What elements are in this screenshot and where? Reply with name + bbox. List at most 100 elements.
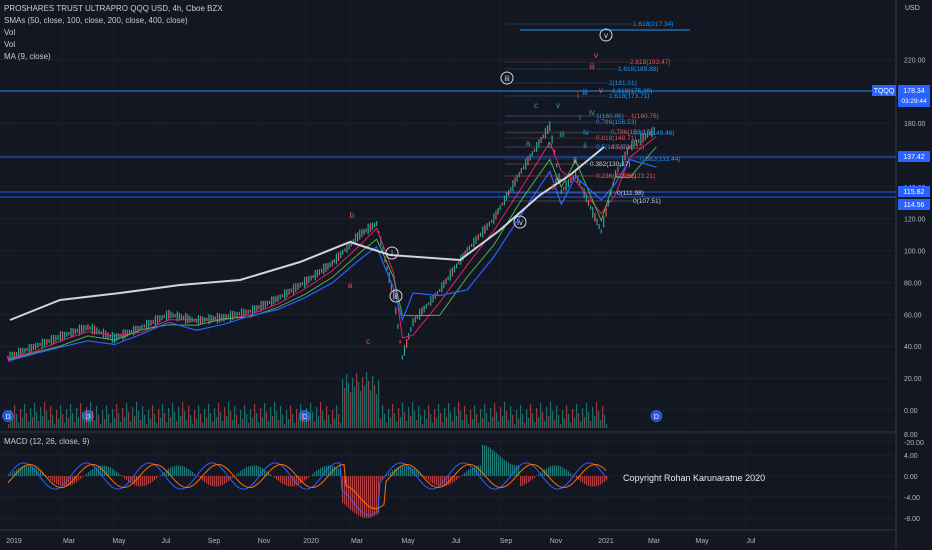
macd-histogram-bar	[138, 476, 140, 487]
volume-bar	[108, 414, 110, 428]
volume-bar	[326, 406, 328, 428]
macd-histogram-bar	[246, 467, 248, 476]
volume-bar	[182, 402, 184, 428]
volume-bar	[456, 416, 458, 428]
macd-histogram-bar	[110, 467, 112, 476]
volume-bar	[112, 409, 114, 428]
fib-level-label: 0.236(123.21)	[615, 173, 655, 180]
macd-histogram-bar	[538, 474, 540, 476]
volume-bar	[198, 405, 200, 428]
macd-histogram-bar	[428, 476, 430, 481]
volume-bar	[552, 411, 554, 428]
macd-histogram-bar	[566, 469, 568, 476]
macd-label[interactable]: MACD (12, 26, close, 9)	[4, 437, 90, 446]
price-tick-label: 80.00	[904, 280, 922, 287]
volume-bar	[578, 413, 580, 428]
volume-bar	[452, 421, 454, 428]
volume-bar	[516, 410, 518, 428]
volume-bar	[138, 411, 140, 428]
volume-bar	[606, 424, 608, 428]
volume-bar	[582, 408, 584, 428]
price-tick-label: 60.00	[904, 312, 922, 319]
macd-histogram-bar	[388, 473, 390, 476]
macd-histogram-bar	[38, 469, 40, 476]
macd-histogram-bar	[350, 476, 352, 510]
macd-histogram-bar	[220, 476, 222, 486]
macd-histogram-bar	[504, 459, 506, 476]
volume-bar	[426, 419, 428, 428]
time-tick-label: Jul	[162, 538, 171, 545]
macd-histogram-bar	[552, 465, 554, 476]
volume-bar	[348, 383, 350, 428]
volume-bar	[496, 412, 498, 428]
volume-bar	[390, 418, 392, 428]
volume-bar	[86, 407, 88, 428]
fib-level-label: 0.236(123.53)	[596, 173, 636, 180]
sma-indicator-label[interactable]: SMAs (50, close, 100, close, 200, close,…	[4, 16, 188, 25]
vol-indicator-label[interactable]: Vol	[4, 28, 16, 37]
volume-bar	[502, 416, 504, 428]
volume-bar	[500, 407, 502, 428]
volume-bar	[208, 404, 210, 428]
price-tick-label: 220.00	[904, 57, 926, 64]
volume-bar	[308, 417, 310, 428]
volume-bar	[598, 411, 600, 428]
macd-histogram-bar	[322, 466, 324, 476]
volume-bar	[292, 414, 294, 428]
time-tick-label: Nov	[258, 538, 271, 545]
macd-histogram-bar	[430, 476, 432, 483]
macd-histogram-bar	[446, 476, 448, 486]
macd-histogram-bar	[218, 476, 220, 487]
macd-tick-label: 8.00	[904, 432, 918, 439]
level-price-tag	[898, 199, 930, 210]
macd-histogram-bar	[554, 465, 556, 476]
dividend-marker-label: D	[654, 414, 659, 421]
price-tick-label: 100.00	[904, 249, 926, 256]
wave-label: ii	[394, 292, 398, 301]
macd-histogram-bar	[230, 476, 232, 480]
volume-bar	[356, 373, 358, 428]
volume-bar	[32, 417, 34, 428]
macd-histogram-bar	[418, 471, 420, 476]
volume-bar	[218, 403, 220, 428]
volume-bar	[232, 420, 234, 428]
time-tick-label: Sep	[208, 538, 221, 545]
macd-histogram-bar	[258, 466, 260, 476]
macd-histogram-bar	[368, 476, 370, 518]
wave-label: ii	[573, 156, 577, 165]
wave-label: iii	[589, 62, 595, 71]
volume-bar	[166, 422, 168, 428]
macd-histogram-bar	[440, 476, 442, 487]
macd-histogram-bar	[406, 465, 408, 476]
macd-histogram-bar	[48, 476, 50, 479]
time-tick-label: Jul	[452, 538, 461, 545]
time-tick-label: May	[401, 538, 415, 545]
macd-histogram-bar	[330, 465, 332, 476]
volume-bar	[230, 411, 232, 428]
macd-histogram-bar	[590, 476, 592, 487]
macd-histogram-bar	[62, 476, 64, 487]
volume-bar	[464, 406, 466, 428]
macd-histogram-bar	[592, 476, 594, 487]
macd-histogram-bar	[556, 465, 558, 476]
ma-indicator-label[interactable]: MA (9, close)	[4, 52, 51, 61]
macd-histogram-bar	[342, 476, 344, 504]
macd-histogram-bar	[416, 470, 418, 476]
volume-bar	[510, 406, 512, 428]
volume-bar	[270, 407, 272, 428]
volume-bar	[564, 419, 566, 428]
volume-bar	[388, 409, 390, 428]
macd-histogram-bar	[386, 475, 388, 476]
vol-indicator-label-2[interactable]: Vol	[4, 40, 16, 49]
macd-histogram-bar	[352, 476, 354, 512]
volume-bar	[484, 404, 486, 428]
macd-histogram-bar	[164, 471, 166, 476]
volume-bar	[164, 413, 166, 428]
volume-bar	[576, 404, 578, 428]
time-tick-label: 2021	[598, 538, 614, 545]
volume-bar	[258, 422, 260, 428]
volume-bar	[398, 408, 400, 428]
macd-histogram-bar	[344, 476, 346, 505]
volume-bar	[408, 407, 410, 428]
volume-bar	[250, 409, 252, 428]
